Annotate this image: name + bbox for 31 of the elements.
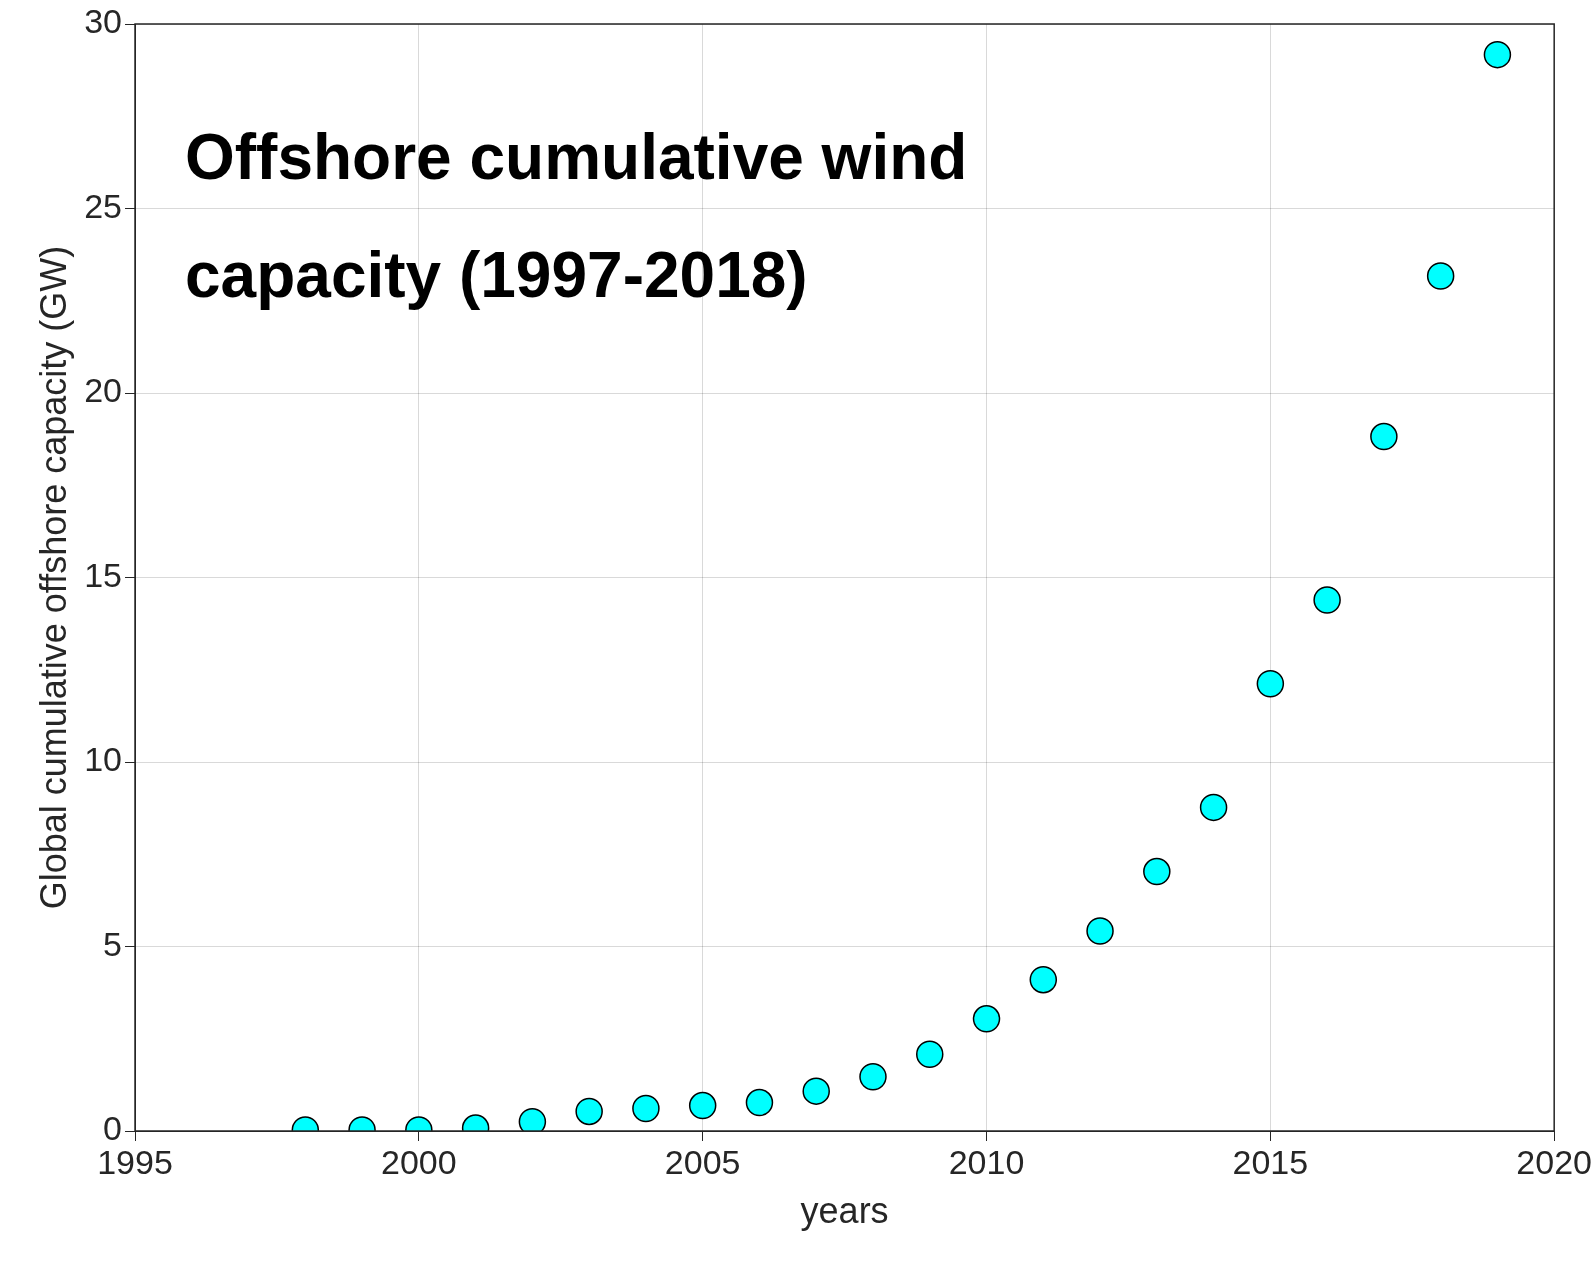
x-tick-label: 2010	[948, 1142, 1025, 1181]
point	[1483, 40, 1512, 69]
point	[632, 1094, 660, 1123]
y-tick-label: 10	[84, 740, 123, 779]
x-tick-label: 2020	[1516, 1142, 1592, 1181]
point	[575, 1097, 603, 1126]
point	[745, 1088, 774, 1117]
point	[1370, 422, 1398, 451]
point	[688, 1091, 717, 1120]
point	[1199, 793, 1228, 822]
point	[859, 1063, 887, 1091]
text: Offshore cumulative wind capacity (1997-2018)	[185, 121, 968, 311]
point	[802, 1077, 830, 1105]
point	[1256, 670, 1285, 698]
point	[1313, 586, 1341, 614]
x-tick-label: 2015	[1232, 1142, 1309, 1181]
y-tick-label: 15	[84, 555, 123, 594]
x-tick-label: 2005	[664, 1142, 741, 1181]
y-tick-label: 5	[103, 924, 123, 963]
point	[1029, 965, 1058, 994]
point	[1426, 262, 1455, 290]
point	[1143, 857, 1171, 886]
point	[1086, 917, 1114, 945]
point	[916, 1040, 944, 1068]
point	[972, 1005, 1001, 1033]
y-tick-label: 25	[84, 186, 123, 225]
x-axis-title: years	[800, 1190, 889, 1232]
y-tick-label: 30	[84, 2, 123, 41]
x-tick-label: 2000	[381, 1142, 457, 1181]
y-axis-title: Global cumulative offshore capacity (GW)	[32, 245, 74, 910]
y-tick-label: 20	[84, 371, 123, 410]
